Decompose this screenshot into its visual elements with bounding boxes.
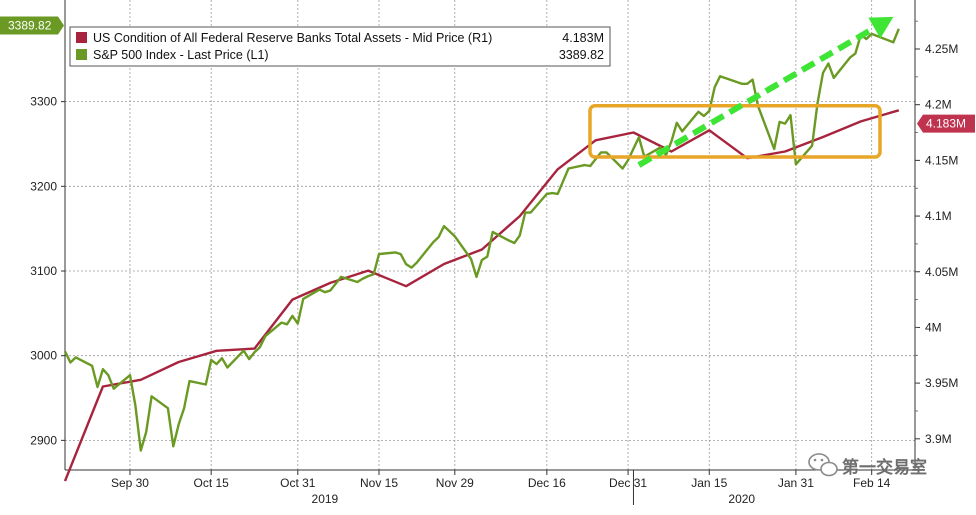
x-year-label: 2020 xyxy=(728,492,755,506)
x-tick-label: Jan 15 xyxy=(691,476,727,490)
x-tick-label: Nov 15 xyxy=(360,476,398,490)
right-tick-label: 3.9M xyxy=(925,432,952,446)
right-tick-label: 4.2M xyxy=(925,98,952,112)
left-tick-label: 3000 xyxy=(30,349,57,363)
right-badge-label: 4.183M xyxy=(926,117,966,131)
right-tick-label: 4.1M xyxy=(925,209,952,223)
watermark: 第一交易室 xyxy=(809,454,927,477)
x-tick-label: Sep 30 xyxy=(111,476,149,490)
legend-value-fed-assets: 4.183M xyxy=(562,31,604,45)
watermark-text: 第一交易室 xyxy=(842,457,927,477)
right-tick-label: 4M xyxy=(925,320,942,334)
right-axis-last-value-badge: 4.183M xyxy=(917,115,975,133)
legend-value-sp500: 3389.82 xyxy=(559,48,604,62)
left-badge-label: 3389.82 xyxy=(8,19,52,33)
right-tick-label: 4.05M xyxy=(925,265,958,279)
x-tick-label: Oct 31 xyxy=(280,476,316,490)
legend-label-fed-assets: US Condition of All Federal Reserve Bank… xyxy=(93,31,492,45)
legend: US Condition of All Federal Reserve Bank… xyxy=(70,27,610,66)
right-tick-label: 3.95M xyxy=(925,376,958,390)
x-tick-label: Dec 31 xyxy=(609,476,647,490)
left-tick-label: 3200 xyxy=(30,179,57,193)
x-tick-label: Feb 14 xyxy=(853,476,891,490)
x-tick-label: Oct 15 xyxy=(193,476,229,490)
legend-swatch-fed-assets xyxy=(76,32,87,43)
right-tick-label: 4.25M xyxy=(925,42,958,56)
left-tick-label: 3100 xyxy=(30,264,57,278)
legend-swatch-sp500 xyxy=(76,49,87,60)
left-tick-label: 2900 xyxy=(30,433,57,447)
x-tick-label: Jan 31 xyxy=(778,476,814,490)
left-tick-label: 3300 xyxy=(30,95,57,109)
x-tick-label: Nov 29 xyxy=(436,476,474,490)
left-axis-last-value-badge: 3389.82 xyxy=(0,17,64,35)
x-year-label: 2019 xyxy=(312,492,339,506)
right-tick-label: 4.15M xyxy=(925,153,958,167)
x-tick-label: Dec 16 xyxy=(528,476,566,490)
legend-label-sp500: S&P 500 Index - Last Price (L1) xyxy=(93,48,269,62)
